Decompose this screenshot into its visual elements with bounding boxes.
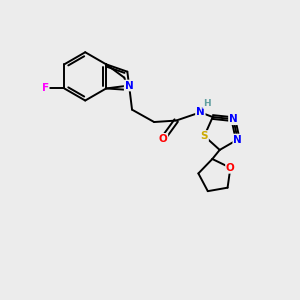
Text: O: O	[159, 134, 167, 144]
Text: N: N	[125, 80, 134, 91]
Text: N: N	[196, 107, 205, 117]
Text: N: N	[233, 134, 242, 145]
Text: S: S	[200, 131, 208, 141]
Text: F: F	[42, 83, 49, 94]
Text: H: H	[203, 99, 211, 108]
Text: O: O	[226, 163, 235, 173]
Text: N: N	[229, 114, 238, 124]
